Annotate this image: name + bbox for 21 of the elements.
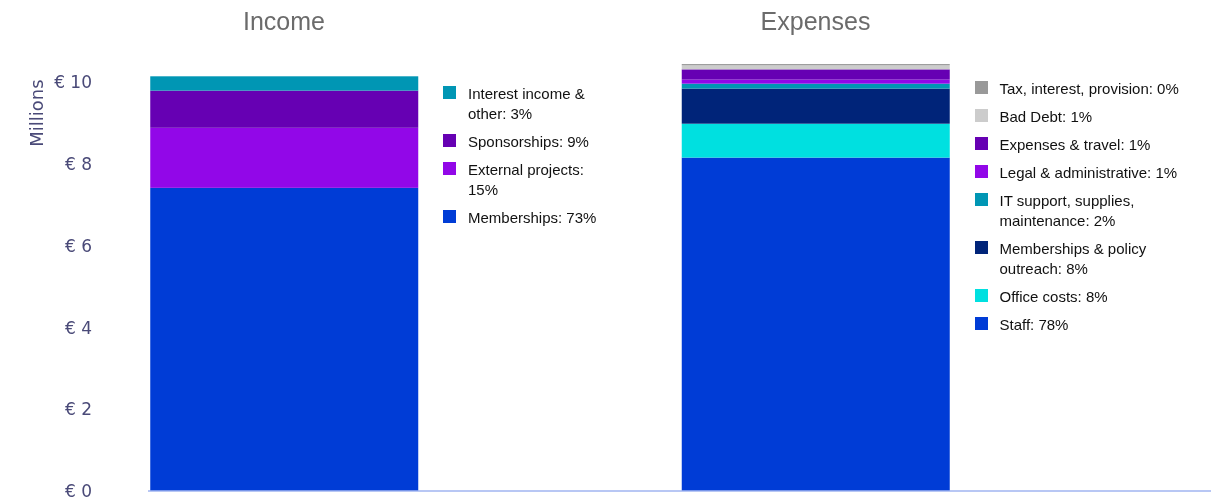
legend-label: Bad Debt: 1% bbox=[999, 107, 1093, 127]
y-tick-label: € 2 bbox=[64, 399, 92, 420]
legend-label: Sponsorships: 9% bbox=[468, 132, 589, 152]
y-tick-label: € 4 bbox=[64, 317, 92, 338]
legend-label: Tax, interest, provision: 0% bbox=[999, 79, 1179, 99]
y-tick-label: € 8 bbox=[64, 154, 92, 175]
y-axis-title: Millions bbox=[25, 79, 47, 147]
x-tick-label: Expenses bbox=[760, 7, 871, 35]
x-tick-label: Income bbox=[243, 7, 325, 35]
legend-label: IT support, supplies, maintenance: 2% bbox=[999, 191, 1136, 231]
legend-label: Interest income & other: 3% bbox=[468, 84, 586, 124]
y-tick-label: € 10 bbox=[54, 72, 92, 93]
legend-label: External projects: 15% bbox=[468, 160, 585, 200]
legend-label: Memberships: 73% bbox=[468, 208, 597, 228]
legend-label: Staff: 78% bbox=[999, 315, 1069, 335]
legend-label: Memberships & policy outreach: 8% bbox=[999, 239, 1148, 279]
legend-label: Legal & administrative: 1% bbox=[999, 163, 1178, 183]
legend-label: Office costs: 8% bbox=[999, 287, 1108, 307]
y-tick-label: € 6 bbox=[64, 235, 92, 256]
legend-label: Expenses & travel: 1% bbox=[999, 135, 1151, 155]
y-tick-label: € 0 bbox=[64, 481, 92, 502]
